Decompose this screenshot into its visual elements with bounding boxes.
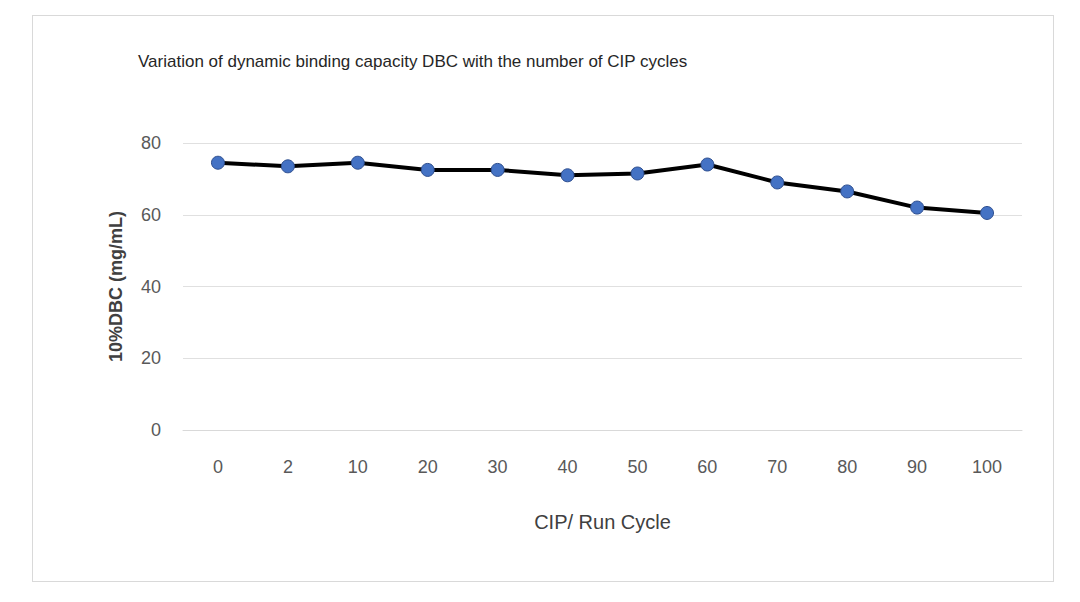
svg-text:50: 50 <box>627 457 647 477</box>
svg-text:10: 10 <box>348 457 368 477</box>
svg-text:90: 90 <box>907 457 927 477</box>
svg-text:0: 0 <box>213 457 223 477</box>
svg-text:Variation of dynamic binding c: Variation of dynamic binding capacity DB… <box>138 52 687 71</box>
svg-text:20: 20 <box>141 348 161 368</box>
svg-text:60: 60 <box>141 205 161 225</box>
svg-text:10%DBC (mg/mL): 10%DBC (mg/mL) <box>106 211 126 362</box>
svg-text:40: 40 <box>558 457 578 477</box>
svg-text:80: 80 <box>837 457 857 477</box>
svg-text:20: 20 <box>418 457 438 477</box>
svg-text:100: 100 <box>972 457 1002 477</box>
svg-text:40: 40 <box>141 277 161 297</box>
svg-text:80: 80 <box>141 133 161 153</box>
svg-text:2: 2 <box>283 457 293 477</box>
svg-text:0: 0 <box>151 420 161 440</box>
svg-text:CIP/ Run Cycle: CIP/ Run Cycle <box>534 511 671 533</box>
svg-text:60: 60 <box>697 457 717 477</box>
svg-text:30: 30 <box>488 457 508 477</box>
svg-text:70: 70 <box>767 457 787 477</box>
